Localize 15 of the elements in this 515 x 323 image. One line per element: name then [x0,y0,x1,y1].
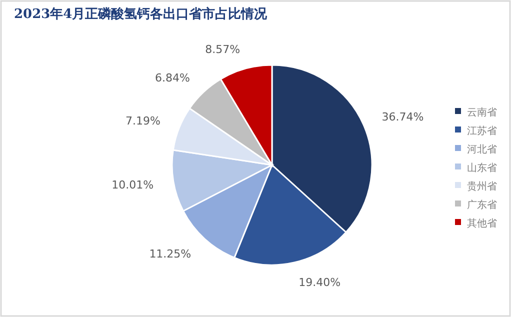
legend-label: 云南省 [467,106,497,118]
data-label: 11.25% [149,248,192,261]
legend-label: 江苏省 [467,125,497,137]
data-label: 7.19% [125,114,160,128]
data-label: 19.40% [298,276,341,289]
legend-label: 广东省 [467,199,497,211]
legend-label: 其他省 [467,218,497,230]
legend-label: 贵州省 [467,180,497,192]
data-label: 10.01% [112,178,154,192]
legend-label: 山东省 [467,162,497,174]
data-label: 36.74% [382,110,424,124]
chart-title: 2023年4月正磷酸氢钙各出口省市占比情况 [14,6,268,22]
data-label: 8.57% [205,43,240,56]
data-label: 6.84% [154,71,190,84]
legend-label: 河北省 [467,144,497,156]
